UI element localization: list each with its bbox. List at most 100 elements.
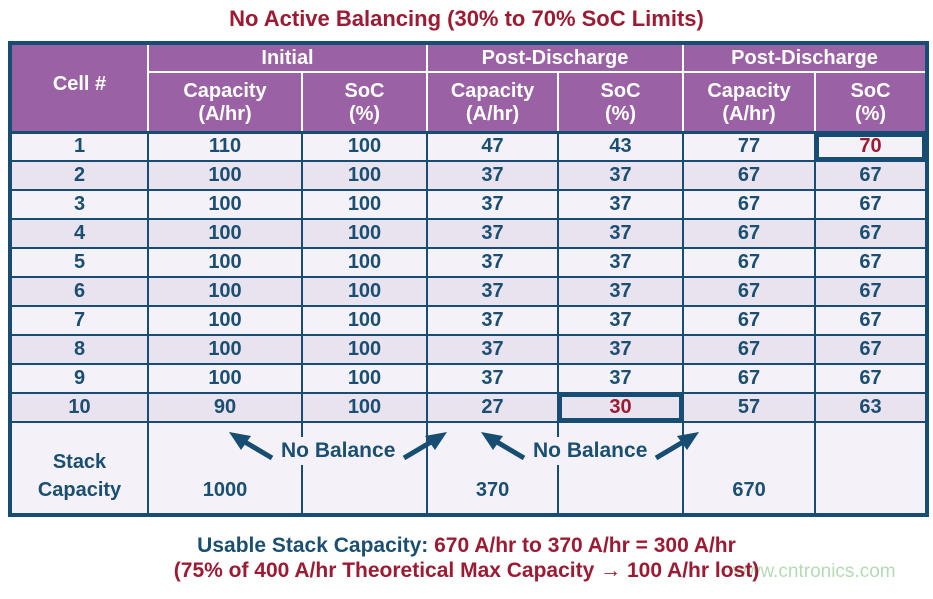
soc-table: Cell # Initial Post-Discharge Post-Disch…	[8, 41, 930, 517]
table-cell: 100	[300, 392, 429, 423]
table-cell: 100	[300, 363, 429, 394]
column-header-soc-post-charge: SoC (%)	[814, 71, 929, 134]
table-row: 1 110 100 47 43 77 70	[9, 131, 929, 162]
table-cell: 100	[147, 334, 303, 365]
stack-capacity-row: Stack Capacity 1000 370 670	[9, 421, 929, 516]
group-header-post-discharge-2: Post-Discharge	[682, 42, 929, 73]
table-cell: 67	[682, 218, 817, 249]
table-row: 6 100 100 37 37 67 67	[9, 276, 929, 307]
table-cell: 67	[814, 334, 929, 365]
table-row: 3 100 100 37 37 67 67	[9, 189, 929, 220]
table-cell: 37	[557, 334, 685, 365]
table-cell: 37	[557, 189, 685, 220]
table-cell: 90	[147, 392, 303, 423]
table-cell: 67	[814, 218, 929, 249]
table-cell: 37	[426, 334, 560, 365]
caption-line-1-value: 670 A/hr to 370 A/hr = 300 A/hr	[434, 534, 736, 557]
table-cell: 37	[557, 218, 685, 249]
table-cell: 37	[557, 160, 685, 191]
table-cell: 57	[682, 392, 817, 423]
table-cell: 4	[9, 218, 149, 249]
table-cell: 37	[426, 160, 560, 191]
table-cell: 100	[147, 363, 303, 394]
table-header-sub-row: Capacity (A/hr) SoC (%) Capacity (A/hr) …	[10, 71, 929, 134]
table-cell: 1	[9, 131, 149, 162]
table-cell	[300, 421, 429, 516]
column-header-cell-number: Cell #	[9, 42, 149, 134]
table-cell: 2	[9, 160, 149, 191]
table-row: 8 100 100 37 37 67 67	[9, 334, 929, 365]
table-cell: 100	[147, 160, 303, 191]
table-cell: 100	[300, 334, 429, 365]
table-row: 5 100 100 37 37 67 67	[9, 247, 929, 278]
stack-capacity-initial: 1000	[147, 421, 303, 516]
column-header-soc-initial: SoC (%)	[300, 71, 429, 134]
table-cell: 37	[426, 363, 560, 394]
table-cell: 67	[682, 189, 817, 220]
caption-line-1-label: Usable Stack Capacity:	[197, 534, 435, 557]
table-cell: 8	[9, 334, 149, 365]
table-cell: 100	[147, 218, 303, 249]
table-cell	[814, 421, 929, 516]
highlighted-cell-soc-70: 70	[814, 131, 929, 162]
table-cell: 67	[814, 247, 929, 278]
table-row: 7 100 100 37 37 67 67	[9, 305, 929, 336]
table-cell: 100	[300, 218, 429, 249]
table-cell: 9	[9, 363, 149, 394]
highlighted-cell-soc-30: 30	[557, 392, 685, 423]
table-header-group-row: Cell # Initial Post-Discharge Post-Disch…	[9, 42, 929, 134]
page-title: No Active Balancing (30% to 70% SoC Limi…	[229, 6, 704, 31]
table-cell: 67	[682, 334, 817, 365]
table-cell: 100	[147, 276, 303, 307]
watermark: www.cntronics.com	[733, 561, 896, 582]
caption-line-1: Usable Stack Capacity: 670 A/hr to 370 A…	[0, 533, 933, 558]
soc-table-wrapper: Cell # Initial Post-Discharge Post-Disch…	[8, 41, 930, 517]
column-header-capacity-post-charge: Capacity (A/hr)	[682, 71, 817, 134]
table-cell: 5	[9, 247, 149, 278]
table-cell: 37	[557, 305, 685, 336]
table-cell: 67	[814, 276, 929, 307]
table-cell: 10	[9, 392, 149, 423]
table-cell: 67	[814, 305, 929, 336]
table-cell: 37	[557, 276, 685, 307]
table-cell: 100	[300, 189, 429, 220]
table-cell: 100	[147, 305, 303, 336]
caption: Usable Stack Capacity: 670 A/hr to 370 A…	[0, 533, 933, 583]
table-cell: 6	[9, 276, 149, 307]
table-cell: 37	[426, 189, 560, 220]
table-cell: 100	[300, 131, 429, 162]
stack-capacity-label: Stack Capacity	[9, 421, 149, 516]
column-header-capacity-initial: Capacity (A/hr)	[147, 71, 303, 134]
table-cell: 3	[9, 189, 149, 220]
group-header-initial: Initial	[146, 42, 429, 73]
table-cell: 7	[9, 305, 149, 336]
table-cell: 37	[557, 363, 685, 394]
table-cell: 100	[300, 160, 429, 191]
table-cell: 67	[814, 363, 929, 394]
table-cell: 100	[300, 305, 429, 336]
table-row: 10 90 100 27 30 57 63	[9, 392, 929, 423]
table-cell: 37	[426, 218, 560, 249]
table-header: Cell # Initial Post-Discharge Post-Disch…	[9, 42, 929, 134]
table-cell: 37	[426, 276, 560, 307]
table-cell: 100	[300, 247, 429, 278]
table-cell: 37	[426, 247, 560, 278]
table-cell: 100	[147, 189, 303, 220]
table-cell: 100	[147, 247, 303, 278]
group-header-post-discharge-1: Post-Discharge	[426, 42, 685, 73]
table-cell: 100	[300, 276, 429, 307]
table-cell: 37	[426, 305, 560, 336]
caption-line-2: (75% of 400 A/hr Theoretical Max Capacit…	[173, 559, 760, 582]
table-cell: 37	[557, 247, 685, 278]
table-cell: 43	[557, 131, 685, 162]
table-row: 2 100 100 37 37 67 67	[9, 160, 929, 191]
table-cell: 77	[682, 131, 817, 162]
table-cell: 67	[682, 247, 817, 278]
table-cell: 47	[426, 131, 560, 162]
table-cell: 67	[814, 160, 929, 191]
table-cell: 110	[147, 131, 303, 162]
table-cell: 27	[426, 392, 560, 423]
column-header-capacity-post-discharge: Capacity (A/hr)	[426, 71, 560, 134]
table-body: 1 110 100 47 43 77 70 2 100 100 37 37 67…	[9, 131, 929, 516]
